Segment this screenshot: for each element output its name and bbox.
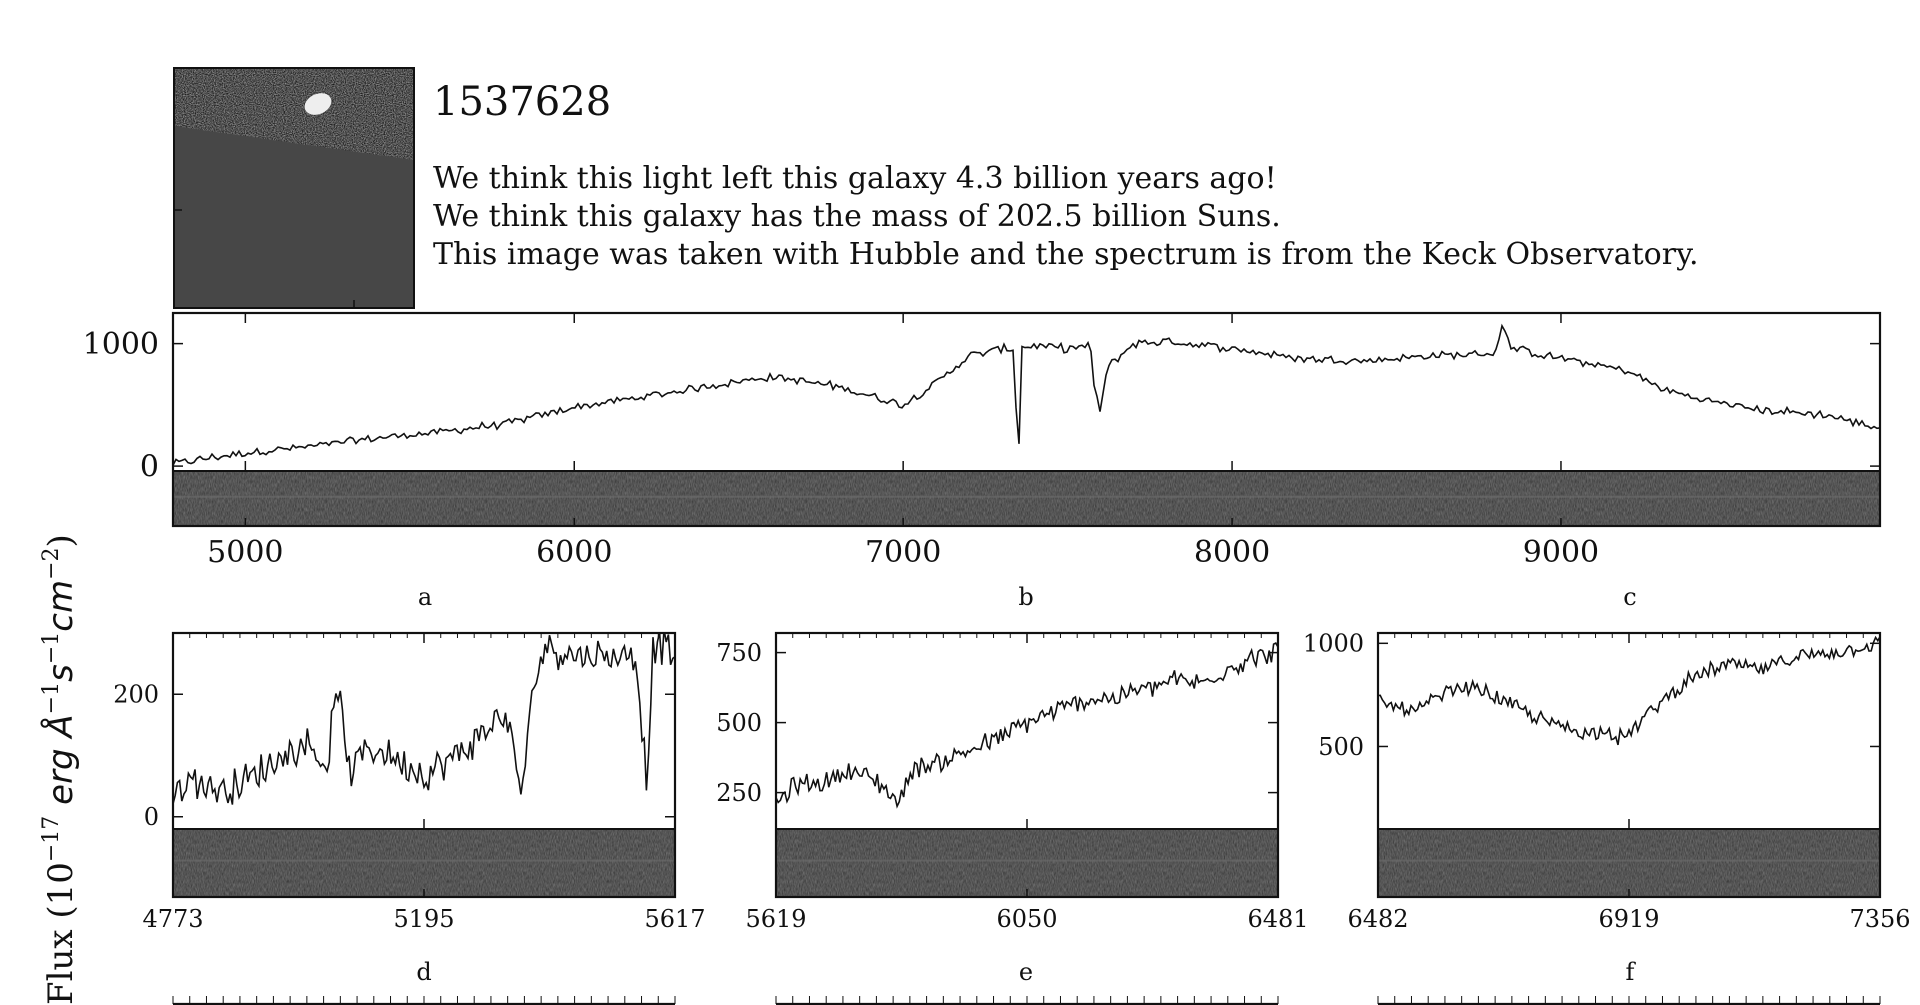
- galaxy-blob: [304, 93, 332, 115]
- x-tick-label: 6481: [1247, 905, 1308, 933]
- ylabel-prefix: Flux (10: [41, 862, 81, 1005]
- zoom-label-c: c: [1623, 583, 1636, 611]
- spectrum-line: [776, 642, 1278, 809]
- x-tick-label: 8000: [1194, 535, 1270, 570]
- y-tick-label: 500: [1318, 733, 1364, 761]
- y-tick-label: 250: [716, 779, 762, 807]
- ylabel-units: erg Å: [40, 714, 81, 815]
- x-tick-label: 7000: [865, 535, 941, 570]
- spectrum-2d-trace: [1378, 859, 1880, 862]
- ylabel-units-s: s: [41, 664, 81, 682]
- info-line-3: This image was taken with Hubble and the…: [433, 237, 1699, 272]
- y-axis-label: Flux (10−17 erg Å−1s−1cm−2): [39, 534, 81, 1005]
- x-tick-label: 7356: [1849, 905, 1910, 933]
- spectrum-2d-noise: [776, 829, 1278, 897]
- spectrum-line: [1378, 635, 1880, 746]
- ylabel-units-cm: cm: [41, 580, 81, 632]
- y-tick-label: 750: [716, 639, 762, 667]
- spectrum-2d-noise: [173, 829, 675, 897]
- y-tick-label: 1000: [83, 327, 159, 362]
- stamp-mask: [174, 126, 414, 308]
- x-tick-label: 5619: [745, 905, 806, 933]
- y-tick-label: 0: [140, 450, 159, 485]
- galaxy-stamp: [173, 67, 415, 309]
- panel-c: 6482 6919 7356 500 1000 f: [1303, 630, 1911, 986]
- x-tick-label: 6919: [1598, 905, 1659, 933]
- panel-row3-3: [1377, 996, 1881, 1005]
- object-id: 1537628: [433, 79, 611, 125]
- ylabel-units-exp1: −1: [39, 682, 64, 714]
- zoom-label-a: a: [418, 583, 432, 611]
- spectrum-line: [173, 323, 1880, 466]
- spectrum-2d-noise: [173, 471, 1880, 526]
- panel-frame: [171, 311, 1882, 528]
- spectrum-2d-trace: [173, 495, 1880, 498]
- zoom-label-f: f: [1626, 958, 1637, 986]
- x-tick-label: 9000: [1523, 535, 1599, 570]
- y-tick-label: 200: [113, 681, 159, 709]
- y-tick-label: 500: [716, 709, 762, 737]
- spectrum-2d-trace: [776, 859, 1278, 862]
- svg-text:Flux (10−17 erg Å−1s−1cm−2): Flux (10−17 erg Å−1s−1cm−2): [39, 534, 81, 1005]
- ylabel-exp: −17: [39, 816, 64, 862]
- x-tick-label: 5000: [207, 535, 283, 570]
- spectrum-2d-trace: [173, 859, 675, 862]
- panel-a: 4773 5195 5617 0 200 d: [113, 631, 706, 986]
- zoom-label-b: b: [1018, 583, 1033, 611]
- ylabel-units-exp3: −2: [39, 547, 64, 579]
- x-tick-label: 6050: [996, 905, 1057, 933]
- zoom-label-e: e: [1019, 958, 1033, 986]
- y-tick-label: 1000: [1303, 630, 1364, 658]
- y-tick-label: 0: [144, 803, 159, 831]
- info-line-2: We think this galaxy has the mass of 202…: [433, 199, 1281, 234]
- spectrum-line: [173, 633, 675, 805]
- x-tick-label: 5617: [644, 905, 705, 933]
- panel-row3-2: [775, 996, 1279, 1005]
- x-tick-label: 4773: [142, 905, 203, 933]
- x-tick-label: 5195: [393, 905, 454, 933]
- panel-b: 5619 6050 6481 250 500 750 e: [716, 631, 1309, 986]
- spectrum-2d-noise: [1378, 829, 1880, 897]
- ylabel-close: ): [41, 534, 81, 547]
- ylabel-units-exp2: −1: [39, 632, 64, 664]
- zoom-label-d: d: [416, 958, 431, 986]
- panel-overview: 5000 6000 7000 8000 9000 0 1000 a b c: [83, 311, 1882, 611]
- info-line-1: We think this light left this galaxy 4.3…: [433, 161, 1277, 196]
- panel-row3-1: [172, 996, 676, 1005]
- x-tick-label: 6482: [1347, 905, 1408, 933]
- x-tick-label: 6000: [536, 535, 612, 570]
